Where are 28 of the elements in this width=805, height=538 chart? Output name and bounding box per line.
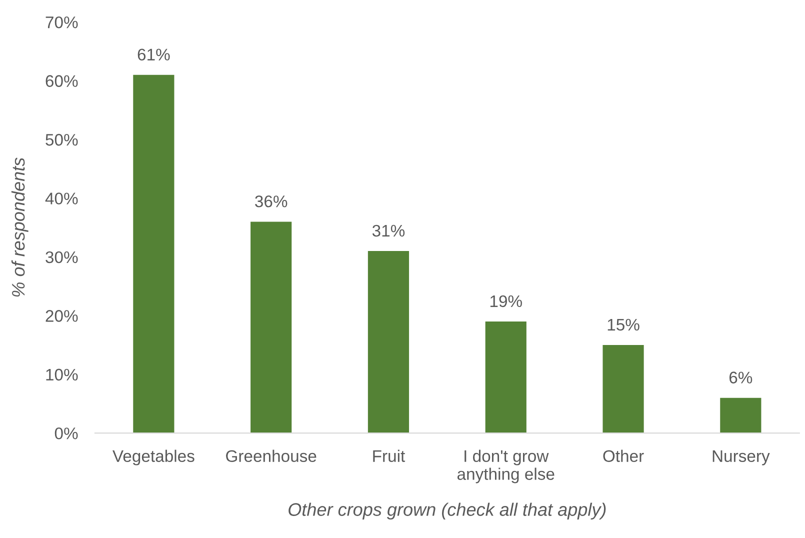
y-tick-label: 10% bbox=[46, 368, 78, 381]
bar bbox=[485, 322, 526, 434]
y-axis-title: % of respondents bbox=[11, 158, 28, 297]
y-tick-label: 40% bbox=[45, 192, 78, 204]
y-tick-label: 70% bbox=[46, 16, 78, 28]
data-label: 15% bbox=[608, 318, 640, 331]
x-tick-label: Fruit bbox=[373, 450, 406, 462]
y-tick-label: 60% bbox=[46, 75, 78, 87]
y-tick-label: 0% bbox=[54, 427, 78, 440]
bar bbox=[602, 345, 644, 434]
y-tick-label: 30% bbox=[46, 251, 78, 264]
x-tick-label: Other bbox=[603, 450, 644, 462]
x-axis-title: Other crops grown (check all that apply) bbox=[288, 502, 606, 520]
data-label: 6% bbox=[729, 372, 752, 384]
data-label: 19% bbox=[490, 295, 522, 308]
data-label: 61% bbox=[138, 48, 170, 60]
data-label: 31% bbox=[372, 224, 405, 237]
data-label: 36% bbox=[255, 195, 288, 208]
y-tick-label: 20% bbox=[46, 310, 78, 322]
x-tick-label: Vegetables bbox=[112, 450, 194, 466]
y-tick-label: 50% bbox=[46, 134, 78, 146]
bar bbox=[250, 222, 292, 434]
bar bbox=[133, 74, 174, 434]
x-tick-label: Greenhouse bbox=[226, 450, 316, 462]
bar bbox=[368, 251, 410, 434]
x-tick-label: Nursery bbox=[712, 450, 770, 466]
bar bbox=[720, 398, 762, 434]
x-tick-label: I don't grow anything else bbox=[457, 450, 554, 484]
